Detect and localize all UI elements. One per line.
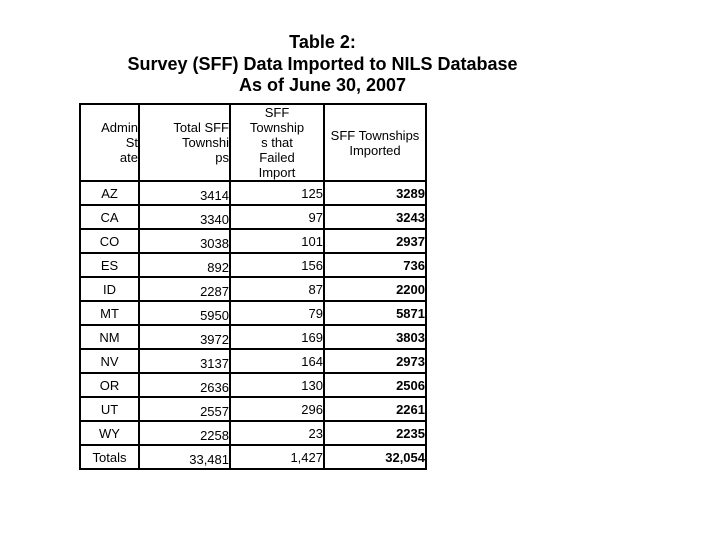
failed-cell: 101 xyxy=(229,228,325,254)
page-title: Table 2: Survey (SFF) Data Imported to N… xyxy=(0,32,645,97)
imported-cell: 2937 xyxy=(323,228,427,254)
total-cell: 3340 xyxy=(138,204,231,230)
total-cell: 3972 xyxy=(138,324,231,350)
state-cell: MT xyxy=(79,300,140,326)
total-cell: 3038 xyxy=(138,228,231,254)
state-cell: NV xyxy=(79,348,140,374)
state-cell: WY xyxy=(79,420,140,446)
failed-cell: 164 xyxy=(229,348,325,374)
imported-cell: 3243 xyxy=(323,204,427,230)
table-row: NM 3972 169 3803 xyxy=(79,324,427,350)
title-line-1: Table 2: xyxy=(289,32,356,52)
total-cell: 3414 xyxy=(138,180,231,206)
failed-cell: 97 xyxy=(229,204,325,230)
total-cell: 2636 xyxy=(138,372,231,398)
totals-total-cell: 33,481 xyxy=(138,444,231,470)
table-row: WY 2258 23 2235 xyxy=(79,420,427,446)
state-cell: ES xyxy=(79,252,140,278)
table-row: ID 2287 87 2200 xyxy=(79,276,427,302)
header-imported: SFF Townships Imported xyxy=(323,103,427,182)
sff-import-table: Admin St ate Total SFF Townshi ps SFF To… xyxy=(79,103,427,470)
failed-cell: 130 xyxy=(229,372,325,398)
total-cell: 892 xyxy=(138,252,231,278)
table-row: ES 892 156 736 xyxy=(79,252,427,278)
totals-row: Totals 33,481 1,427 32,054 xyxy=(79,444,427,470)
table-row: UT 2557 296 2261 xyxy=(79,396,427,422)
state-cell: CA xyxy=(79,204,140,230)
failed-cell: 23 xyxy=(229,420,325,446)
title-line-3: As of June 30, 2007 xyxy=(238,75,407,95)
totals-imported-cell: 32,054 xyxy=(323,444,427,470)
state-cell: UT xyxy=(79,396,140,422)
table-row: NV 3137 164 2973 xyxy=(79,348,427,374)
total-cell: 5950 xyxy=(138,300,231,326)
imported-cell: 5871 xyxy=(323,300,427,326)
table-row: AZ 3414 125 3289 xyxy=(79,180,427,206)
totals-label-cell: Totals xyxy=(79,444,140,470)
header-row: Admin St ate Total SFF Townshi ps SFF To… xyxy=(79,103,427,182)
table-row: MT 5950 79 5871 xyxy=(79,300,427,326)
failed-cell: 296 xyxy=(229,396,325,422)
state-cell: NM xyxy=(79,324,140,350)
imported-cell: 2973 xyxy=(323,348,427,374)
total-cell: 2287 xyxy=(138,276,231,302)
failed-cell: 79 xyxy=(229,300,325,326)
total-cell: 2258 xyxy=(138,420,231,446)
failed-cell: 125 xyxy=(229,180,325,206)
imported-cell: 2261 xyxy=(323,396,427,422)
table-row: CA 3340 97 3243 xyxy=(79,204,427,230)
total-cell: 2557 xyxy=(138,396,231,422)
table-row: CO 3038 101 2937 xyxy=(79,228,427,254)
imported-cell: 2235 xyxy=(323,420,427,446)
imported-cell: 2506 xyxy=(323,372,427,398)
state-cell: AZ xyxy=(79,180,140,206)
total-cell: 3137 xyxy=(138,348,231,374)
imported-cell: 3803 xyxy=(323,324,427,350)
imported-cell: 3289 xyxy=(323,180,427,206)
totals-failed-cell: 1,427 xyxy=(229,444,325,470)
header-admin-state: Admin St ate xyxy=(79,103,140,182)
state-cell: ID xyxy=(79,276,140,302)
failed-cell: 87 xyxy=(229,276,325,302)
table-row: OR 2636 130 2506 xyxy=(79,372,427,398)
header-total-townships: Total SFF Townshi ps xyxy=(138,103,231,182)
imported-cell: 736 xyxy=(323,252,427,278)
state-cell: CO xyxy=(79,228,140,254)
title-line-2: Survey (SFF) Data Imported to NILS Datab… xyxy=(127,53,518,74)
imported-cell: 2200 xyxy=(323,276,427,302)
failed-cell: 169 xyxy=(229,324,325,350)
failed-cell: 156 xyxy=(229,252,325,278)
state-cell: OR xyxy=(79,372,140,398)
header-failed-import: SFF Township s that Failed Import xyxy=(229,103,325,182)
